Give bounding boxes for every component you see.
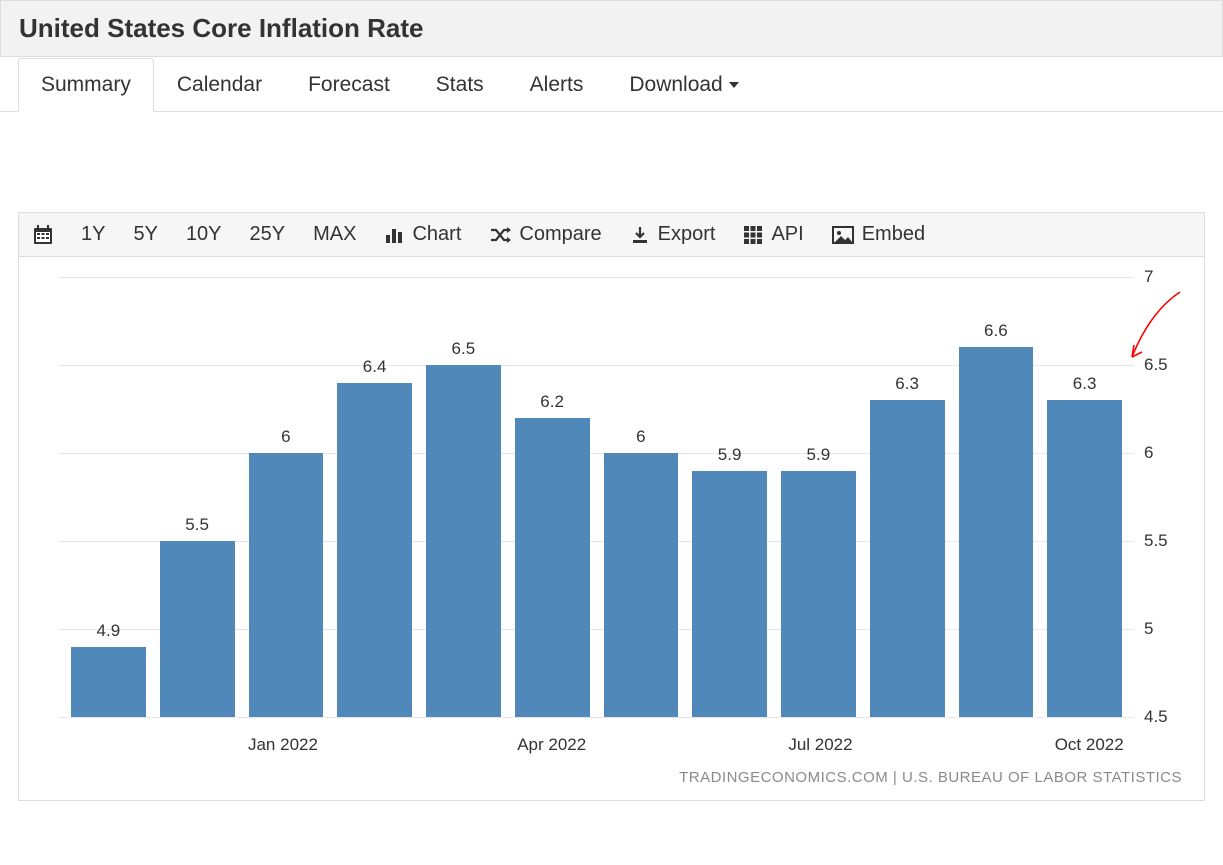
range-5y[interactable]: 5Y: [133, 223, 157, 246]
bar-value-label: 6: [281, 427, 290, 447]
embed-label: Embed: [862, 223, 925, 246]
compare-button[interactable]: Compare: [489, 223, 601, 246]
bar-9[interactable]: 6.3: [870, 277, 945, 717]
tab-label: Forecast: [308, 73, 390, 96]
bar-rect: [426, 365, 501, 717]
bar-7[interactable]: 5.9: [692, 277, 767, 717]
bar-rect: [692, 471, 767, 717]
range-10y[interactable]: 10Y: [186, 223, 222, 246]
tab-label: Calendar: [177, 73, 262, 96]
x-tick-label: Apr 2022: [517, 735, 586, 755]
bar-rect: [959, 347, 1034, 717]
source-attribution: TRADINGECONOMICS.COM | U.S. BUREAU OF LA…: [19, 761, 1204, 800]
tab-forecast[interactable]: Forecast: [285, 58, 413, 112]
export-label: Export: [658, 223, 716, 246]
ad-spacer: [0, 112, 1223, 212]
bar-value-label: 6.3: [1073, 374, 1097, 394]
source-org: U.S. BUREAU OF LABOR STATISTICS: [902, 769, 1182, 786]
bar-1[interactable]: 5.5: [160, 277, 235, 717]
tab-stats[interactable]: Stats: [413, 58, 507, 112]
gridline: [59, 717, 1134, 718]
bar-rect: [71, 647, 146, 717]
y-tick-label: 5.5: [1144, 531, 1184, 551]
image-icon: [832, 225, 854, 245]
download-icon: [630, 225, 650, 245]
range-25y[interactable]: 25Y: [250, 223, 286, 246]
chart-area: 4.5 5 5.5 6 6.5 7 4.9 5.5 6 6.4 6.5 6.2 6 5.9 5.9 6.3 6.…: [19, 257, 1204, 727]
x-tick-label: Jul 2022: [788, 735, 852, 755]
tab-alerts[interactable]: Alerts: [507, 58, 607, 112]
x-tick-label: Oct 2022: [1055, 735, 1124, 755]
bar-2[interactable]: 6: [249, 277, 324, 717]
shuffle-icon: [489, 225, 511, 245]
y-tick-label: 5: [1144, 619, 1184, 639]
bar-value-label: 6.5: [452, 339, 476, 359]
export-button[interactable]: Export: [630, 223, 716, 246]
grid-icon: [743, 225, 763, 245]
tab-label: Summary: [41, 73, 131, 96]
bar-11[interactable]: 6.3: [1047, 277, 1122, 717]
bars-container: 4.9 5.5 6 6.4 6.5 6.2 6 5.9 5.9 6.3 6.6 6.3: [59, 277, 1134, 717]
caret-down-icon: [729, 82, 739, 88]
bar-rect: [870, 400, 945, 717]
api-label: API: [771, 223, 803, 246]
chart-type-button[interactable]: Chart: [384, 223, 461, 246]
compare-label: Compare: [519, 223, 601, 246]
bar-value-label: 6.6: [984, 321, 1008, 341]
bar-5[interactable]: 6.2: [515, 277, 590, 717]
bar-chart-icon: [384, 225, 404, 245]
y-tick-label: 7: [1144, 267, 1184, 287]
source-site: TRADINGECONOMICS.COM: [679, 769, 888, 786]
bar-rect: [249, 453, 324, 717]
chart-type-label: Chart: [412, 223, 461, 246]
bar-value-label: 6: [636, 427, 645, 447]
bar-value-label: 5.9: [807, 445, 831, 465]
bar-value-label: 6.2: [540, 392, 564, 412]
chart-plot: 4.555.566.574.95.566.46.56.265.95.96.36.…: [59, 277, 1134, 717]
bar-0[interactable]: 4.9: [71, 277, 146, 717]
chart-toolbar: 1Y 5Y 10Y 25Y MAX Chart Compare Export API: [19, 213, 1204, 257]
bar-8[interactable]: 5.9: [781, 277, 856, 717]
bar-rect: [515, 418, 590, 717]
bar-value-label: 5.9: [718, 445, 742, 465]
bar-10[interactable]: 6.6: [959, 277, 1034, 717]
tab-bar: Summary Calendar Forecast Stats Alerts Downlo…: [0, 57, 1223, 112]
tab-summary[interactable]: Summary: [18, 58, 154, 112]
bar-rect: [1047, 400, 1122, 717]
chart-panel: 1Y 5Y 10Y 25Y MAX Chart Compare Export API: [18, 212, 1205, 801]
bar-value-label: 6.4: [363, 357, 387, 377]
tab-label: Alerts: [530, 73, 584, 96]
calendar-icon[interactable]: [33, 225, 53, 245]
tab-label: Download: [629, 73, 722, 96]
tab-download[interactable]: Download: [606, 58, 761, 112]
y-tick-label: 6.5: [1144, 355, 1184, 375]
bar-rect: [781, 471, 856, 717]
tab-calendar[interactable]: Calendar: [154, 58, 285, 112]
x-tick-label: Jan 2022: [248, 735, 318, 755]
range-1y[interactable]: 1Y: [81, 223, 105, 246]
bar-value-label: 4.9: [97, 621, 121, 641]
source-sep: |: [888, 769, 902, 786]
page-header: United States Core Inflation Rate: [0, 0, 1223, 57]
bar-value-label: 5.5: [185, 515, 209, 535]
bar-3[interactable]: 6.4: [337, 277, 412, 717]
bar-4[interactable]: 6.5: [426, 277, 501, 717]
tab-label: Stats: [436, 73, 484, 96]
api-button[interactable]: API: [743, 223, 803, 246]
y-tick-label: 6: [1144, 443, 1184, 463]
bar-6[interactable]: 6: [604, 277, 679, 717]
x-axis: Jan 2022 Apr 2022 Jul 2022 Oct 2022: [59, 727, 1134, 761]
bar-rect: [160, 541, 235, 717]
y-tick-label: 4.5: [1144, 707, 1184, 727]
page-title: United States Core Inflation Rate: [19, 13, 1204, 44]
range-max[interactable]: MAX: [313, 223, 356, 246]
range-group: 1Y 5Y 10Y 25Y MAX: [81, 223, 356, 246]
bar-value-label: 6.3: [895, 374, 919, 394]
embed-button[interactable]: Embed: [832, 223, 925, 246]
bar-rect: [337, 383, 412, 717]
bar-rect: [604, 453, 679, 717]
